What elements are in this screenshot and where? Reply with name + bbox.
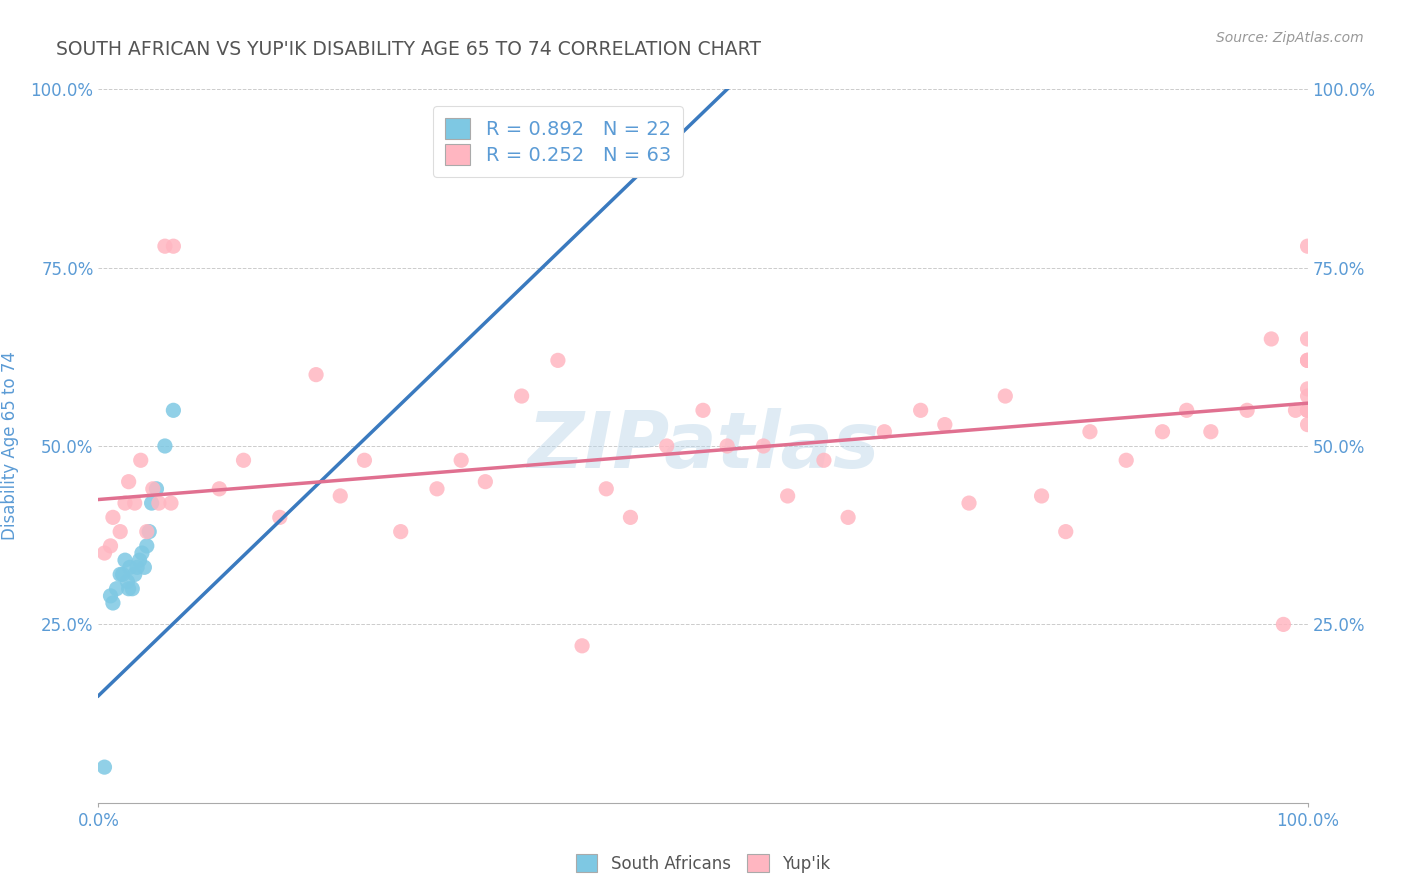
Point [135, 539, 157, 553]
Point [619, 510, 641, 524]
Point [329, 489, 352, 503]
Point [232, 453, 254, 467]
Point [121, 582, 143, 596]
Point [138, 524, 160, 539]
Point [1296, 332, 1319, 346]
Point [117, 574, 139, 589]
Point [153, 239, 176, 253]
Point [957, 496, 980, 510]
Point [450, 453, 472, 467]
Point [426, 482, 449, 496]
Point [910, 403, 932, 417]
Point [162, 403, 184, 417]
Point [124, 567, 146, 582]
Point [1296, 353, 1319, 368]
Point [100, 539, 122, 553]
Point [93, 760, 115, 774]
Point [1296, 403, 1319, 417]
Point [1078, 425, 1101, 439]
Point [1296, 389, 1319, 403]
Point [873, 425, 896, 439]
Point [547, 353, 569, 368]
Point [571, 639, 593, 653]
Point [162, 239, 184, 253]
Point [1175, 403, 1198, 417]
Point [100, 589, 122, 603]
Point [118, 560, 141, 574]
Point [148, 496, 170, 510]
Point [655, 439, 678, 453]
Point [1296, 382, 1319, 396]
Point [1054, 524, 1077, 539]
Point [1152, 425, 1174, 439]
Point [134, 560, 156, 574]
Point [108, 524, 131, 539]
Point [1199, 425, 1222, 439]
Point [93, 546, 115, 560]
Point [142, 482, 165, 496]
Point [129, 453, 152, 467]
Point [1284, 403, 1306, 417]
Point [128, 553, 150, 567]
Point [124, 496, 146, 510]
Point [595, 482, 617, 496]
Y-axis label: Disability Age 65 to 74: Disability Age 65 to 74 [1, 351, 20, 541]
Point [510, 389, 533, 403]
Legend: R = 0.892   N = 22, R = 0.252   N = 63: R = 0.892 N = 22, R = 0.252 N = 63 [433, 106, 682, 177]
Point [118, 582, 141, 596]
Point [1260, 332, 1282, 346]
Point [131, 546, 153, 560]
Point [716, 439, 738, 453]
Point [127, 560, 149, 574]
Point [105, 582, 128, 596]
Point [1296, 239, 1319, 253]
Point [1236, 403, 1258, 417]
Point [114, 553, 136, 567]
Point [1296, 417, 1319, 432]
Point [389, 524, 412, 539]
Text: Source: ZipAtlas.com: Source: ZipAtlas.com [1216, 31, 1364, 45]
Point [1296, 403, 1319, 417]
Point [474, 475, 496, 489]
Text: ZIPatlas: ZIPatlas [527, 408, 879, 484]
Point [305, 368, 328, 382]
Point [108, 567, 131, 582]
Point [994, 389, 1017, 403]
Point [269, 510, 291, 524]
Point [101, 596, 124, 610]
Point [1296, 403, 1319, 417]
Point [153, 439, 176, 453]
Point [1272, 617, 1295, 632]
Point [692, 403, 714, 417]
Point [1115, 453, 1137, 467]
Point [160, 496, 183, 510]
Point [1296, 353, 1319, 368]
Point [776, 489, 799, 503]
Point [1031, 489, 1053, 503]
Point [111, 567, 134, 582]
Point [752, 439, 775, 453]
Point [141, 496, 163, 510]
Point [101, 510, 124, 524]
Legend: South Africans, Yup'ik: South Africans, Yup'ik [569, 847, 837, 880]
Point [135, 524, 157, 539]
Point [353, 453, 375, 467]
Point [145, 482, 167, 496]
Point [1296, 353, 1319, 368]
Point [813, 453, 835, 467]
Point [208, 482, 231, 496]
Point [837, 510, 859, 524]
Point [118, 475, 141, 489]
Point [934, 417, 956, 432]
Point [114, 496, 136, 510]
Text: SOUTH AFRICAN VS YUP'IK DISABILITY AGE 65 TO 74 CORRELATION CHART: SOUTH AFRICAN VS YUP'IK DISABILITY AGE 6… [56, 40, 761, 59]
